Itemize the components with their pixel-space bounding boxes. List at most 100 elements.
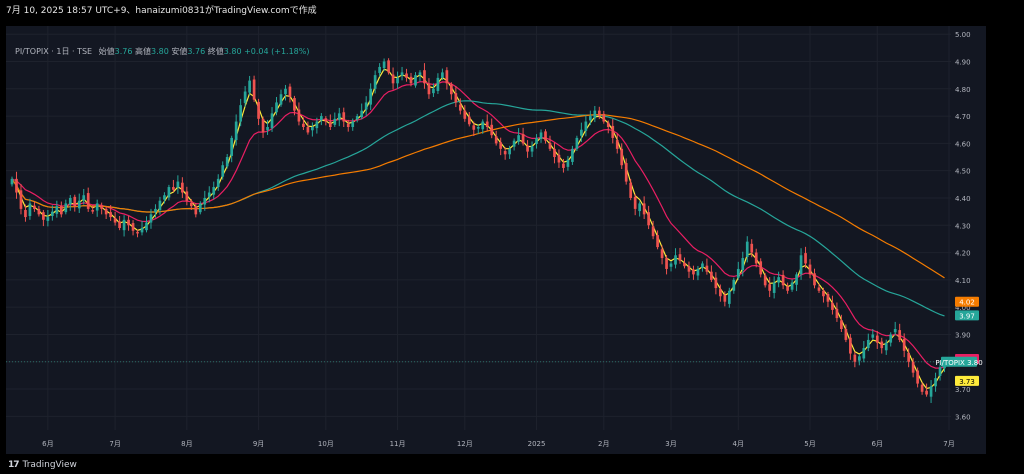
- candle-body: [100, 205, 104, 209]
- candle-body: [508, 148, 511, 155]
- candle-body: [840, 320, 843, 329]
- candle-body: [736, 268, 740, 278]
- candle-body: [167, 187, 171, 198]
- candle-body: [862, 348, 866, 359]
- candle-body: [234, 121, 238, 141]
- candle-body: [266, 127, 269, 131]
- price-label-bg: [955, 375, 979, 386]
- price-label-text: 3.97: [959, 312, 975, 320]
- candle-body: [400, 72, 404, 76]
- candle-body: [149, 214, 153, 223]
- candle-body: [642, 203, 646, 215]
- y-tick-label: 4.70: [955, 113, 971, 121]
- candle-body: [535, 137, 538, 144]
- footer-bar: 17 TradingView: [0, 456, 1024, 474]
- candle-body: [683, 262, 686, 267]
- candle-body: [288, 86, 292, 97]
- candle-body: [194, 206, 198, 215]
- candle-body: [355, 116, 359, 120]
- candle-body: [391, 74, 395, 84]
- candle-body: [122, 219, 126, 231]
- candle-body: [772, 282, 776, 293]
- candle-body: [109, 212, 112, 218]
- candle-body: [346, 123, 350, 127]
- x-tick-label: 11月: [390, 440, 406, 448]
- candle-body: [476, 127, 480, 129]
- candle-body: [382, 61, 386, 69]
- candle-body: [898, 330, 902, 340]
- candle-body: [104, 208, 108, 215]
- candle-body: [59, 206, 63, 215]
- candle-body: [185, 191, 189, 201]
- candle-body: [566, 159, 570, 167]
- candle-body: [225, 157, 229, 167]
- legend-low-value: 3.76: [187, 47, 206, 56]
- candle-body: [414, 75, 417, 86]
- created-by-header: 7月 10, 2025 18:57 UTC+9、hanaizumi0831がTr…: [6, 6, 317, 16]
- candlestick-chart[interactable]: 5.00 4.90 4.80 4.70 4.60 4.50 4.40 4.30 4.20 4.10…: [6, 26, 986, 454]
- candle-body: [113, 218, 117, 223]
- candle-body: [257, 101, 260, 119]
- candle-body: [557, 154, 561, 163]
- x-tick-label: 10月: [318, 440, 334, 448]
- y-tick-label: 5.00: [955, 31, 971, 39]
- candle-body: [938, 367, 942, 376]
- candle-body: [813, 273, 816, 286]
- tradingview-logo[interactable]: 17 TradingView: [8, 460, 77, 470]
- candle-body: [786, 286, 789, 291]
- candle-body: [136, 231, 139, 234]
- candle-body: [239, 105, 242, 122]
- candle-body: [418, 72, 422, 76]
- candle-body: [844, 329, 848, 340]
- price-label-bg: [941, 356, 977, 367]
- candle-body: [719, 289, 722, 297]
- candle-body: [33, 205, 36, 209]
- x-tick-label: 6月: [872, 440, 883, 448]
- x-tick-label: 5月: [804, 440, 815, 448]
- candle-body: [441, 72, 444, 78]
- candle-body: [82, 195, 86, 201]
- y-tick-label: 3.60: [955, 413, 971, 421]
- candle-body: [436, 77, 440, 91]
- price-label-bg: [955, 296, 979, 307]
- candle-body: [808, 264, 812, 275]
- price-label-text: PI/TOPIX 3.80: [935, 359, 982, 367]
- candle-body: [28, 203, 32, 216]
- candle-body: [405, 73, 408, 78]
- price-label: 3.73: [955, 375, 979, 386]
- candle-body: [360, 110, 364, 118]
- candle-body: [324, 118, 328, 122]
- candle-body: [230, 137, 234, 156]
- candle-body: [638, 203, 642, 212]
- candle-body: [593, 110, 597, 119]
- candle-body: [651, 226, 655, 237]
- candle-body: [929, 386, 933, 397]
- symbol-legend: PI/TOPIX · 1日 · TSE 始値3.76 高値3.80 安値3.76…: [15, 46, 310, 57]
- candle-body: [203, 197, 207, 205]
- legend-change-value: +0.04 (+1.18%): [244, 47, 310, 56]
- candle-body: [490, 124, 494, 136]
- candle-body: [118, 221, 121, 228]
- candle-body: [172, 187, 175, 190]
- candle-body: [216, 178, 220, 188]
- candle-body: [530, 146, 534, 152]
- candle-body: [866, 339, 870, 349]
- candle-body: [86, 193, 90, 209]
- candle-body: [467, 116, 471, 125]
- candle-body: [517, 135, 520, 142]
- legend-open-label: 始値: [98, 47, 115, 56]
- chart-plot-area[interactable]: 5.00 4.90 4.80 4.70 4.60 4.50 4.40 4.30 4.20 4.10…: [6, 26, 986, 454]
- candle-body: [835, 308, 839, 319]
- candle-body: [472, 125, 476, 130]
- candle-body: [822, 290, 825, 297]
- legend-high-label: 高値: [135, 47, 151, 56]
- candle-body: [73, 196, 77, 207]
- candle-body: [544, 131, 547, 141]
- candle-body: [687, 266, 691, 272]
- moving-average-line-5: [11, 68, 945, 390]
- candle-body: [633, 196, 637, 209]
- y-tick-label: 3.90: [955, 331, 971, 339]
- candle-body: [571, 148, 574, 162]
- candle-body: [790, 282, 794, 290]
